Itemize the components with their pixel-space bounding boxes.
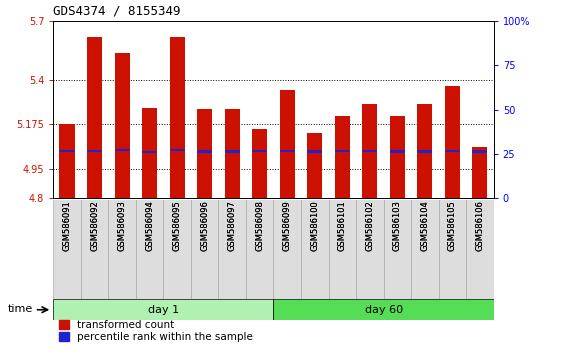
Bar [335, 150, 350, 152]
FancyBboxPatch shape [356, 195, 384, 299]
FancyBboxPatch shape [301, 195, 329, 299]
Bar [197, 109, 212, 198]
FancyBboxPatch shape [191, 195, 218, 299]
Bar [307, 133, 323, 198]
Bar [169, 149, 185, 151]
Text: GSM586104: GSM586104 [420, 200, 429, 251]
Text: GSM586097: GSM586097 [228, 200, 237, 251]
Bar [114, 149, 130, 151]
Bar [417, 150, 433, 153]
FancyBboxPatch shape [439, 195, 466, 299]
Bar [87, 37, 102, 198]
Text: GSM586098: GSM586098 [255, 200, 264, 251]
Bar [142, 151, 157, 153]
Bar [169, 37, 185, 198]
Text: GSM586096: GSM586096 [200, 200, 209, 251]
FancyBboxPatch shape [384, 195, 411, 299]
Text: GSM586101: GSM586101 [338, 200, 347, 251]
Bar [390, 116, 405, 198]
Bar [390, 150, 405, 153]
Bar [472, 147, 488, 198]
Bar [362, 104, 378, 198]
Text: GSM586094: GSM586094 [145, 200, 154, 251]
Text: GSM586105: GSM586105 [448, 200, 457, 251]
Bar [472, 150, 488, 153]
Text: GSM586093: GSM586093 [118, 200, 127, 251]
Text: GSM586100: GSM586100 [310, 200, 319, 251]
Text: GSM586102: GSM586102 [365, 200, 374, 251]
Text: GSM586097: GSM586097 [228, 200, 237, 251]
Text: GSM586099: GSM586099 [283, 200, 292, 251]
Text: GSM586103: GSM586103 [393, 200, 402, 251]
Bar [417, 104, 433, 198]
Text: GSM586104: GSM586104 [420, 200, 429, 251]
Bar [445, 150, 460, 152]
Bar [59, 150, 75, 152]
FancyBboxPatch shape [218, 195, 246, 299]
Text: GSM586101: GSM586101 [338, 200, 347, 251]
Legend: transformed count, percentile rank within the sample: transformed count, percentile rank withi… [58, 320, 253, 342]
Bar [252, 130, 267, 198]
Text: GSM586096: GSM586096 [200, 200, 209, 251]
Bar [307, 150, 323, 153]
Bar [445, 86, 460, 198]
Text: GSM586106: GSM586106 [475, 200, 484, 251]
FancyBboxPatch shape [329, 195, 356, 299]
Text: GSM586102: GSM586102 [365, 200, 374, 251]
Bar [114, 53, 130, 198]
Bar [59, 125, 75, 198]
Text: GSM586099: GSM586099 [283, 200, 292, 251]
Text: GSM586095: GSM586095 [173, 200, 182, 251]
FancyBboxPatch shape [136, 195, 163, 299]
Text: day 60: day 60 [365, 305, 403, 315]
Text: GSM586092: GSM586092 [90, 200, 99, 251]
Text: GSM586106: GSM586106 [475, 200, 484, 251]
FancyBboxPatch shape [246, 195, 273, 299]
FancyBboxPatch shape [466, 195, 494, 299]
Text: GSM586098: GSM586098 [255, 200, 264, 251]
Bar [197, 150, 212, 153]
Bar [224, 109, 240, 198]
FancyBboxPatch shape [411, 195, 439, 299]
FancyBboxPatch shape [273, 195, 301, 299]
Bar [224, 150, 240, 153]
Text: GSM586105: GSM586105 [448, 200, 457, 251]
Text: day 1: day 1 [148, 305, 179, 315]
FancyBboxPatch shape [81, 195, 108, 299]
Text: GSM586091: GSM586091 [63, 200, 72, 251]
Bar [280, 90, 295, 198]
Bar [252, 150, 267, 152]
Text: GSM586091: GSM586091 [63, 200, 72, 251]
Bar [142, 108, 157, 198]
FancyBboxPatch shape [163, 195, 191, 299]
Bar [335, 116, 350, 198]
Bar [362, 150, 378, 152]
FancyBboxPatch shape [108, 195, 136, 299]
Text: time: time [8, 304, 33, 314]
Text: GSM586093: GSM586093 [118, 200, 127, 251]
Text: GSM586103: GSM586103 [393, 200, 402, 251]
FancyBboxPatch shape [274, 299, 494, 320]
Bar [280, 150, 295, 152]
FancyBboxPatch shape [53, 195, 81, 299]
Bar [87, 150, 102, 152]
Text: GSM586095: GSM586095 [173, 200, 182, 251]
Text: GSM586100: GSM586100 [310, 200, 319, 251]
Text: GSM586094: GSM586094 [145, 200, 154, 251]
FancyBboxPatch shape [53, 299, 274, 320]
Text: GSM586092: GSM586092 [90, 200, 99, 251]
Text: GDS4374 / 8155349: GDS4374 / 8155349 [53, 5, 181, 18]
